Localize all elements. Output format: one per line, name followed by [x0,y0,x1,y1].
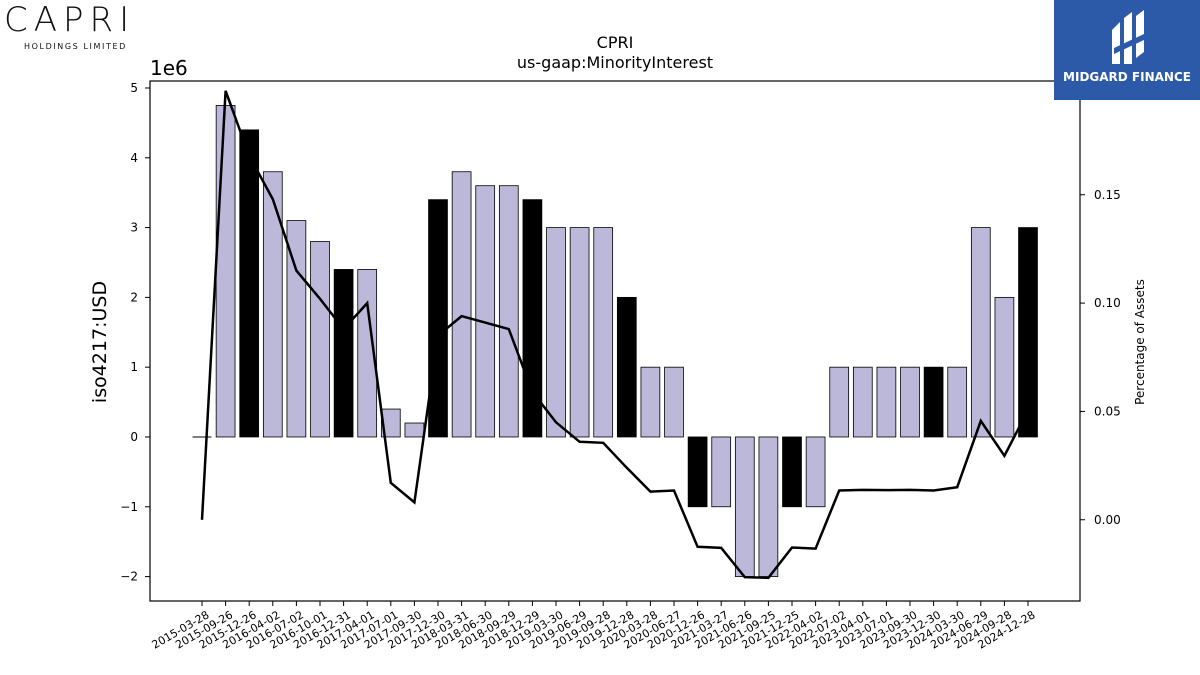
bar [262,171,283,438]
bar [664,366,684,438]
bar [852,366,873,438]
capri-logo-subtitle: HOLDINGS LIMITED [24,42,127,51]
y-tick-label: 0 [130,430,138,444]
y-offset-label: 1e6 [150,56,188,80]
bar [711,436,732,508]
bar [805,436,826,508]
bar-highlight [782,436,802,508]
bar [758,436,779,577]
bar-highlight [333,269,354,438]
bar [947,366,968,438]
y-tick-label: 2 [130,290,138,304]
bar [876,366,897,438]
bar [734,436,755,577]
bar-highlight [428,199,448,438]
y2-tick-label: 0.00 [1094,513,1121,527]
y-tick-label: −2 [120,570,138,584]
bar [569,227,590,438]
bar [640,366,661,438]
chart-subtitle: us-gaap:MinorityInterest [517,53,713,72]
bar-highlight [616,296,637,438]
y-tick-label: 4 [130,151,138,165]
bar [498,185,519,438]
bar [475,185,496,438]
bar-highlight [1018,227,1038,438]
bar [546,227,566,438]
y-tick-label: −1 [120,500,138,514]
bar [593,227,614,438]
midgard-mark-icon [1112,10,1144,64]
bar [970,227,991,438]
bar [380,408,401,438]
chart-title: CPRI [597,33,634,52]
bar [310,241,330,438]
midgard-logo-name: MIDGARD FINANCE [1063,70,1191,84]
bar [829,366,850,438]
y2-tick-label: 0.10 [1094,296,1121,310]
y2-tick-label: 0.15 [1094,188,1121,202]
capri-logo: CAPRI HOLDINGS LIMITED [4,0,154,52]
y-tick-label: 1 [130,360,138,374]
bars-group [192,105,1038,577]
bar [900,366,920,438]
y-tick-label: 3 [130,221,138,235]
bar-highlight [239,129,260,438]
bar-highlight [687,436,708,508]
bar [994,296,1015,438]
y-tick-label: 5 [130,81,138,95]
y2-tick-label: 0.05 [1094,404,1121,418]
y-axis-label: iso4217:USD [89,281,111,403]
series-line [200,90,1030,580]
bar [215,105,236,438]
bar [357,269,378,438]
y2-axis-label: Percentage of Assets [1133,279,1147,405]
line-group [200,90,1030,580]
capri-logo-name: CAPRI [4,0,136,40]
midgard-logo: MIDGARD FINANCE [1054,0,1200,100]
bar [404,422,425,438]
axes-group: −2−10123450.000.050.100.152015-03-282015… [120,80,1121,652]
bar [451,171,472,438]
bar-highlight [923,366,944,438]
plot-frame [149,80,1081,602]
